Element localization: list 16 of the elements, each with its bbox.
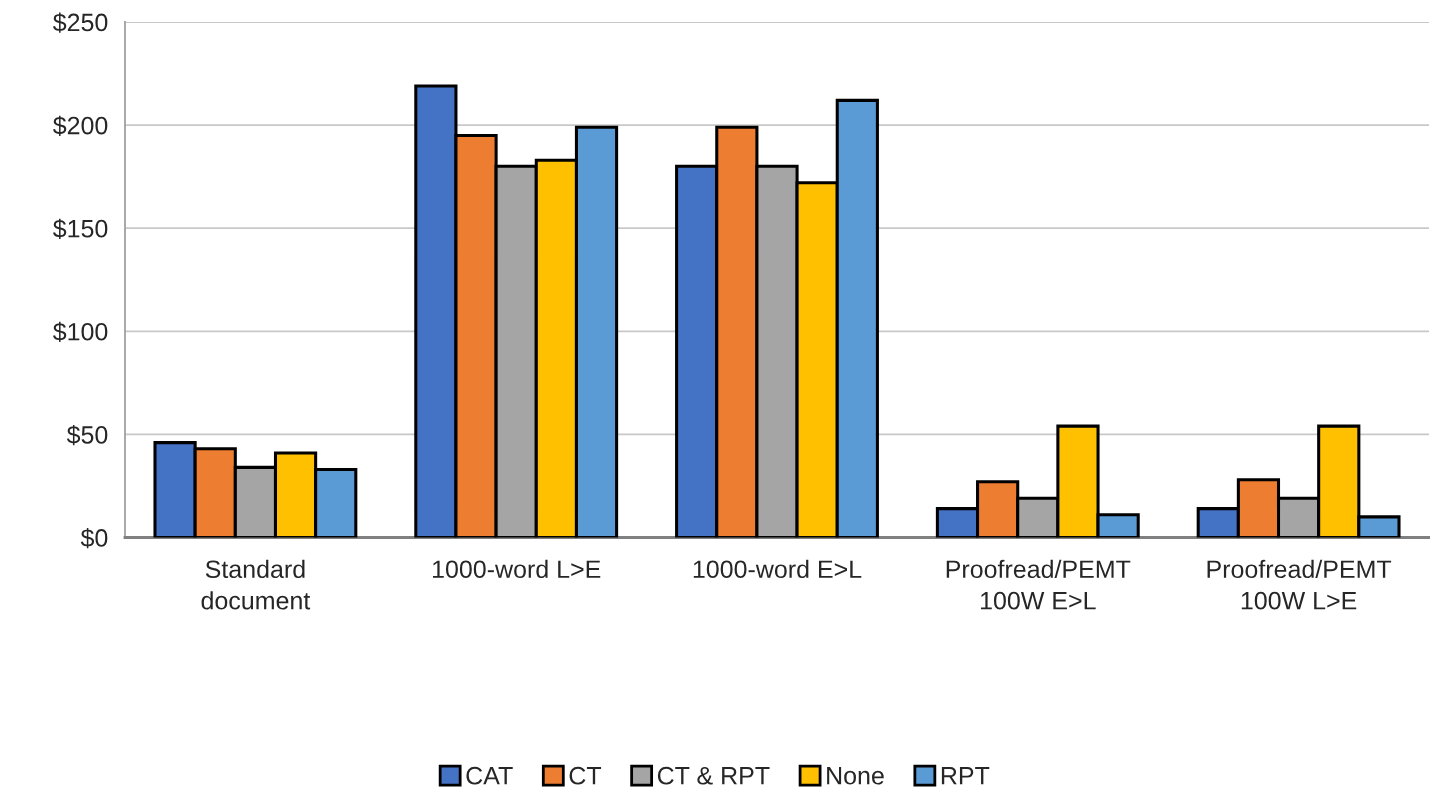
y-tick-label: $150: [52, 218, 108, 239]
legend-label: CT & RPT: [657, 766, 770, 785]
legend-label: RPT: [941, 767, 990, 785]
x-tick-label: Proofread/PEMT 100W L>E: [1207, 559, 1392, 610]
y-tick-label: $50: [66, 424, 108, 446]
y-tick-label: $100: [52, 321, 108, 343]
x-tick-label: Proofread/PEMT 100W E>L: [946, 559, 1131, 610]
x-tick-label: 1000-word E>L: [693, 559, 862, 579]
legend-label: CT: [569, 766, 602, 785]
y-tick-label: $200: [52, 115, 108, 136]
y-tick-label: $0: [80, 528, 108, 549]
x-tick-label: Standard document: [201, 559, 311, 610]
legend-label: CAT: [466, 766, 513, 785]
legend-label: None: [827, 767, 884, 785]
x-tick-label: 1000-word L>E: [432, 559, 601, 579]
y-tick-label: $250: [52, 12, 108, 33]
